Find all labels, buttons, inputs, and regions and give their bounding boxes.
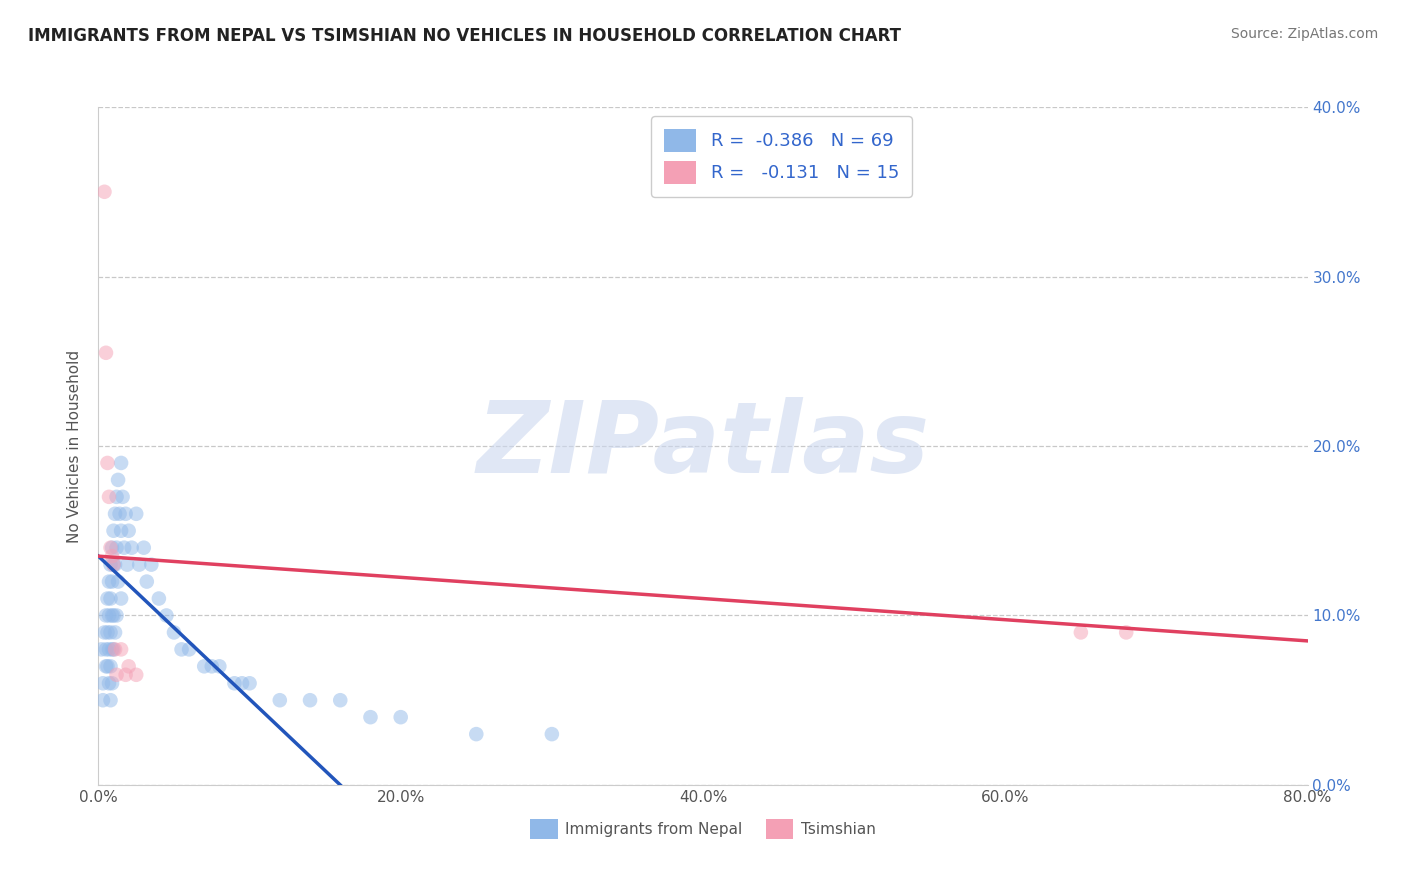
Point — [96, 456, 118, 470]
Point — [1115, 625, 1137, 640]
Point — [100, 541, 122, 555]
Point — [114, 667, 136, 681]
Point — [100, 591, 122, 606]
Legend: Immigrants from Nepal, Tsimshian: Immigrants from Nepal, Tsimshian — [524, 814, 882, 845]
Point — [224, 676, 246, 690]
Point — [141, 558, 163, 572]
Point — [101, 642, 124, 657]
Point — [269, 693, 291, 707]
Point — [100, 625, 122, 640]
Point — [389, 710, 412, 724]
Point — [125, 507, 148, 521]
Y-axis label: No Vehicles in Household: No Vehicles in Household — [67, 350, 83, 542]
Point — [105, 667, 128, 681]
Point — [110, 524, 132, 538]
Point — [104, 625, 127, 640]
Point — [90, 642, 112, 657]
Point — [115, 558, 138, 572]
Point — [96, 625, 118, 640]
Point — [148, 591, 170, 606]
Point — [103, 558, 125, 572]
Point — [100, 659, 122, 673]
Point — [93, 625, 115, 640]
Point — [201, 659, 224, 673]
Point — [105, 541, 128, 555]
Point — [193, 659, 215, 673]
Point — [98, 642, 121, 657]
Point — [94, 659, 117, 673]
Point — [105, 608, 128, 623]
Point — [128, 558, 150, 572]
Point — [170, 642, 193, 657]
Point — [179, 642, 201, 657]
Point — [100, 558, 122, 572]
Point — [239, 676, 262, 690]
Point — [104, 507, 127, 521]
Text: ZIPatlas: ZIPatlas — [477, 398, 929, 494]
Point — [93, 185, 115, 199]
Point — [135, 574, 157, 589]
Point — [540, 727, 562, 741]
Point — [98, 574, 121, 589]
Point — [94, 345, 117, 359]
Text: IMMIGRANTS FROM NEPAL VS TSIMSHIAN NO VEHICLES IN HOUSEHOLD CORRELATION CHART: IMMIGRANTS FROM NEPAL VS TSIMSHIAN NO VE… — [28, 27, 901, 45]
Point — [91, 676, 114, 690]
Point — [96, 591, 118, 606]
Point — [107, 574, 129, 589]
Point — [118, 659, 141, 673]
Point — [110, 456, 132, 470]
Point — [110, 642, 132, 657]
Point — [104, 558, 127, 572]
Point — [91, 693, 114, 707]
Point — [100, 693, 122, 707]
Point — [101, 541, 124, 555]
Point — [231, 676, 253, 690]
Point — [108, 507, 131, 521]
Point — [103, 524, 125, 538]
Point — [104, 642, 127, 657]
Point — [107, 473, 129, 487]
Point — [94, 642, 117, 657]
Point — [105, 490, 128, 504]
Point — [98, 490, 121, 504]
Point — [132, 541, 155, 555]
Point — [101, 574, 124, 589]
Point — [101, 676, 124, 690]
Point — [98, 608, 121, 623]
Point — [121, 541, 143, 555]
Point — [155, 608, 177, 623]
Point — [103, 608, 125, 623]
Point — [125, 667, 148, 681]
Point — [110, 591, 132, 606]
Point — [208, 659, 231, 673]
Point — [1070, 625, 1092, 640]
Point — [103, 558, 125, 572]
Point — [103, 642, 125, 657]
Text: Source: ZipAtlas.com: Source: ZipAtlas.com — [1230, 27, 1378, 41]
Point — [114, 507, 136, 521]
Point — [163, 625, 186, 640]
Point — [112, 541, 135, 555]
Point — [96, 659, 118, 673]
Point — [118, 524, 141, 538]
Point — [98, 676, 121, 690]
Point — [329, 693, 352, 707]
Point — [360, 710, 382, 724]
Point — [101, 608, 124, 623]
Point — [299, 693, 322, 707]
Point — [465, 727, 488, 741]
Point — [111, 490, 134, 504]
Point — [101, 549, 124, 564]
Point — [94, 608, 117, 623]
